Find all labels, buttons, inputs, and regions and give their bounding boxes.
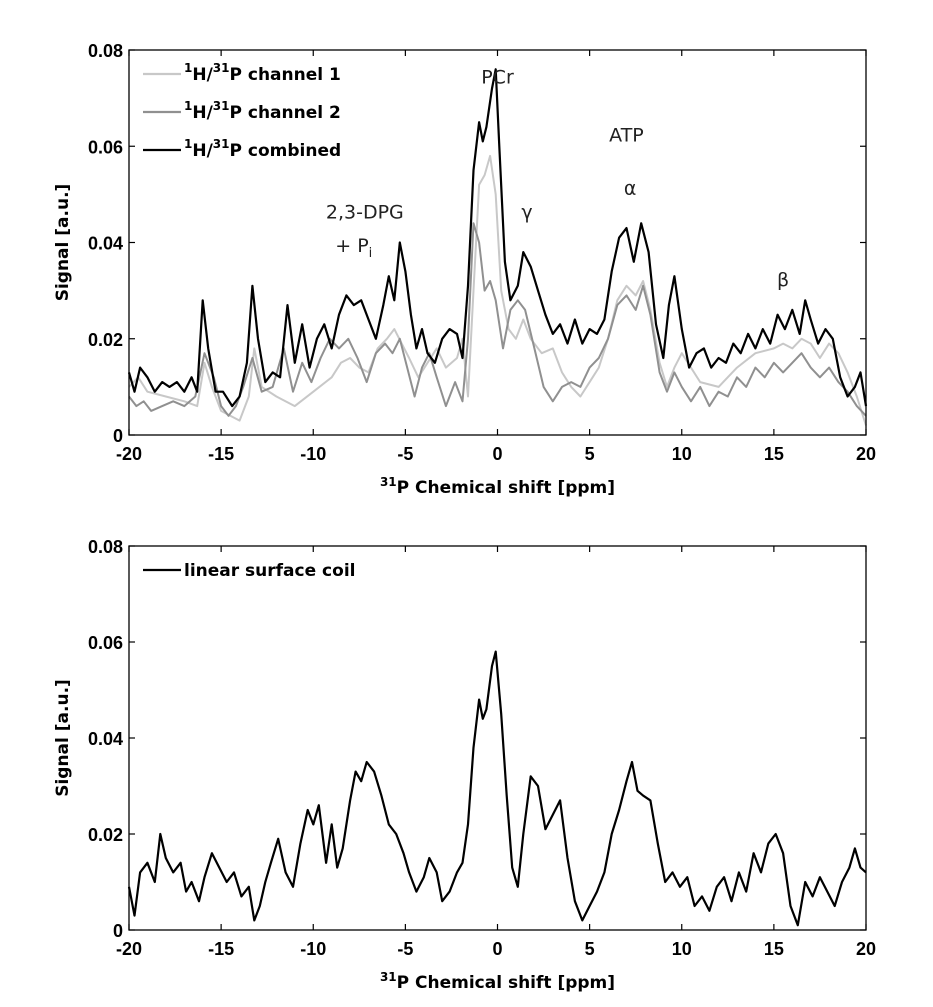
y-tick-label: 0.02	[88, 330, 123, 350]
y-tick-label: 0.08	[88, 537, 123, 557]
legend-entry-2: 1H/31P channel 2	[184, 99, 341, 123]
x-tick-label: 0	[492, 444, 502, 464]
y-tick-label: 0.02	[88, 825, 123, 845]
legend-text-end: P channel 1	[230, 65, 341, 85]
legend-sup-1: 1	[184, 99, 192, 113]
legend-text: linear surface coil	[184, 561, 355, 581]
peak-annotation-pi-sub: i	[369, 246, 373, 261]
legend-entry-1: linear surface coil	[184, 561, 355, 581]
x-tick-label: 0	[492, 939, 502, 959]
legend-sup-2: 31	[213, 61, 230, 75]
legend-sup-1: 1	[184, 137, 192, 151]
x-axis-label-sup: 31	[380, 970, 397, 984]
legend-text-mid: H/	[192, 141, 213, 161]
plot-frame	[128, 545, 867, 931]
x-axis-label-text: P Chemical shift [ppm]	[397, 973, 615, 993]
x-tick-label: 15	[764, 444, 784, 464]
x-axis-label-text: P Chemical shift [ppm]	[397, 478, 615, 498]
x-axis-label-sup: 31	[380, 475, 397, 489]
x-tick-label: 5	[585, 444, 595, 464]
x-tick-label: -10	[300, 939, 326, 959]
x-axis-label: 31P Chemical shift [ppm]	[380, 970, 615, 993]
chart-panel-1: -20 -15 -10 -5 0 5 10 15 2000.020.040.060.0831P …	[53, 41, 876, 498]
peak-annotation: β	[777, 269, 789, 291]
y-tick-label: 0.06	[88, 633, 123, 653]
x-tick-label: 10	[672, 444, 692, 464]
x-tick-label: 5	[585, 939, 595, 959]
x-tick-label: 20	[856, 939, 876, 959]
y-axis-label: Signal [a.u.]	[53, 679, 73, 797]
chart-panel-2: -20 -15 -10 -5 0 5 10 15 20 0 0.02 0.04 0.06 0.08 31P …	[53, 537, 876, 993]
y-tick-label: 0.04	[88, 234, 123, 254]
peak-annotation-pi: + Pi	[335, 235, 372, 261]
x-tick-label: -20	[116, 939, 142, 959]
y-tick-label: 0	[113, 921, 123, 941]
y-tick-label: 0.04	[88, 729, 123, 749]
series-line-1	[127, 650, 867, 927]
x-axis-label: 31P Chemical shift [ppm]	[380, 475, 615, 498]
y-tick-label: 0	[113, 426, 123, 446]
x-tick-label: -15	[208, 444, 234, 464]
x-tick-label: 15	[764, 939, 784, 959]
series-line-3	[127, 68, 868, 408]
y-tick-label: 0.06	[88, 137, 123, 157]
peak-annotation-pi-text: + P	[335, 235, 368, 257]
legend-entry-3: 1H/31P combined	[184, 137, 341, 161]
x-tick-label: -20	[116, 444, 142, 464]
legend-sup-1: 1	[184, 61, 192, 75]
x-tick-label: -5	[397, 444, 413, 464]
legend-text-end: P combined	[230, 141, 342, 161]
legend-entry-1: 1H/31P channel 1	[184, 61, 341, 85]
legend-text-end: P channel 2	[230, 103, 341, 123]
y-tick-label: 0.08	[88, 41, 123, 61]
x-tick-label: -5	[397, 939, 413, 959]
peak-annotation: 2,3-DPG	[326, 201, 404, 223]
peak-annotation: ATP	[609, 124, 644, 146]
peak-annotation: γ	[521, 201, 532, 223]
y-axis-label: Signal [a.u.]	[53, 184, 73, 302]
legend-sup-2: 31	[213, 137, 230, 151]
peak-annotation: PCr	[481, 67, 514, 89]
legend-sup-2: 31	[213, 99, 230, 113]
x-tick-label: 10	[672, 939, 692, 959]
x-tick-label: 20	[856, 444, 876, 464]
series-line-1	[128, 154, 867, 426]
legend-text-mid: H/	[192, 65, 213, 85]
legend-text-mid: H/	[192, 103, 213, 123]
x-tick-label: -15	[208, 939, 234, 959]
peak-annotation: α	[624, 177, 637, 199]
series-line-2	[128, 222, 867, 417]
x-tick-label: -10	[300, 444, 326, 464]
